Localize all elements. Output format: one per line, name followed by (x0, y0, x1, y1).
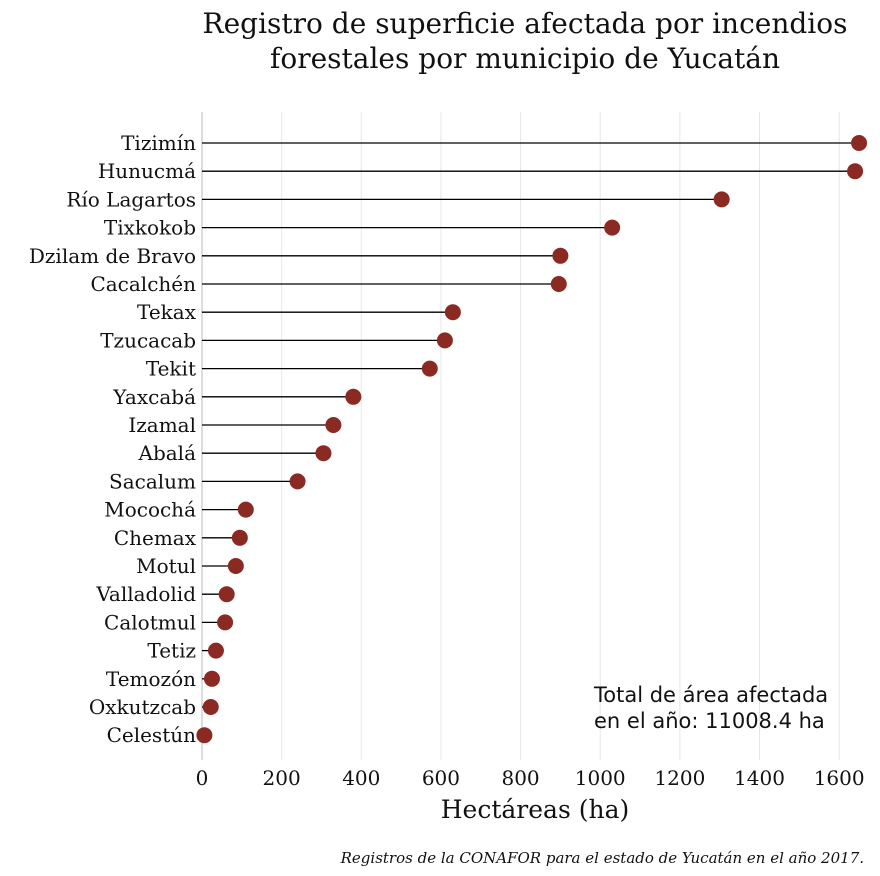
x-tick-label: 0 (196, 766, 209, 790)
category-label: Motul (136, 554, 196, 578)
lollipop-dot (227, 558, 244, 574)
lollipop-dot (289, 473, 306, 490)
x-tick-labels: 0 200 400 600 800 1000 1200 1400 1600 (196, 766, 865, 790)
category-labels: Tizimín Hunucmá Río Lagartos Tixkokob Dzilam… (29, 131, 197, 747)
x-tick-label: 1600 (814, 766, 865, 790)
x-tick-label: 1400 (734, 766, 785, 790)
category-label: Yaxcabá (112, 385, 196, 409)
lollipop-dot (552, 247, 569, 264)
chart-title-line-2: forestales por municipio de Yucatán (270, 42, 780, 75)
category-label: Chemax (114, 526, 197, 550)
category-label: Tetiz (147, 639, 196, 663)
grid-lines (201, 112, 840, 760)
category-label: Oxkutzcab (89, 695, 196, 719)
lollipop-dot (604, 219, 621, 236)
category-label: Tekit (146, 357, 196, 381)
category-label: Abalá (138, 441, 197, 465)
category-label: Tekax (137, 300, 197, 324)
x-tick-label: 400 (342, 766, 380, 790)
x-tick-label: 800 (501, 766, 539, 790)
total-annotation-line-2: en el año: 11008.4 ha (594, 709, 825, 733)
lollipop-dot (421, 360, 438, 377)
lollipop-dot (196, 727, 213, 744)
category-label: Dzilam de Bravo (29, 244, 196, 268)
lollipop-dot (325, 417, 342, 433)
category-label: Tzucacab (100, 328, 196, 352)
lollipop-dot (203, 670, 220, 687)
lollipop-dot (315, 445, 332, 462)
chart-title-line-1: Registro de superficie afectada por ince… (203, 7, 848, 40)
category-label: Temozón (106, 667, 196, 691)
lollipop-dot (345, 388, 362, 405)
category-label: Sacalum (109, 469, 196, 493)
category-label: Valladolid (95, 582, 196, 606)
category-label: Río Lagartos (66, 187, 196, 211)
lollipop-dot (713, 191, 730, 208)
lollipop-dot (847, 163, 864, 180)
lollipop-dot (436, 332, 453, 349)
lollipop-dot (444, 304, 461, 321)
x-axis-label: Hectáreas (ha) (441, 795, 630, 824)
x-tick-label: 1000 (575, 766, 626, 790)
category-label: Izamal (128, 413, 196, 437)
x-tick-label: 200 (263, 766, 301, 790)
lollipop-dot (237, 501, 254, 518)
lollipop-dot (217, 614, 234, 631)
category-label: Mocochá (104, 498, 196, 522)
lollipop-dot (207, 642, 224, 659)
x-tick-label: 600 (422, 766, 460, 790)
source-caption: Registros de la CONAFOR para el estado d… (340, 849, 864, 867)
lollipop-dot (550, 276, 567, 292)
lollipop-dot (218, 586, 235, 603)
chart-marks (196, 135, 868, 744)
category-label: Cacalchén (90, 272, 196, 296)
category-label: Celestún (107, 723, 197, 747)
category-label: Calotmul (104, 610, 196, 634)
lollipop-dot (202, 699, 219, 715)
x-tick-label: 1200 (654, 766, 705, 790)
lollipop-dot (231, 529, 248, 546)
lollipop-dot (851, 135, 868, 151)
category-label: Tixkokob (104, 216, 196, 240)
category-label: Tizimín (121, 131, 196, 155)
category-label: Hunucmá (98, 159, 196, 183)
total-annotation-line-1: Total de área afectada (593, 683, 828, 707)
